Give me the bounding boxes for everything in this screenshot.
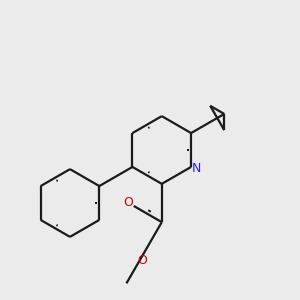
Text: O: O [124,196,134,209]
Text: N: N [192,162,201,175]
Text: O: O [138,254,148,267]
